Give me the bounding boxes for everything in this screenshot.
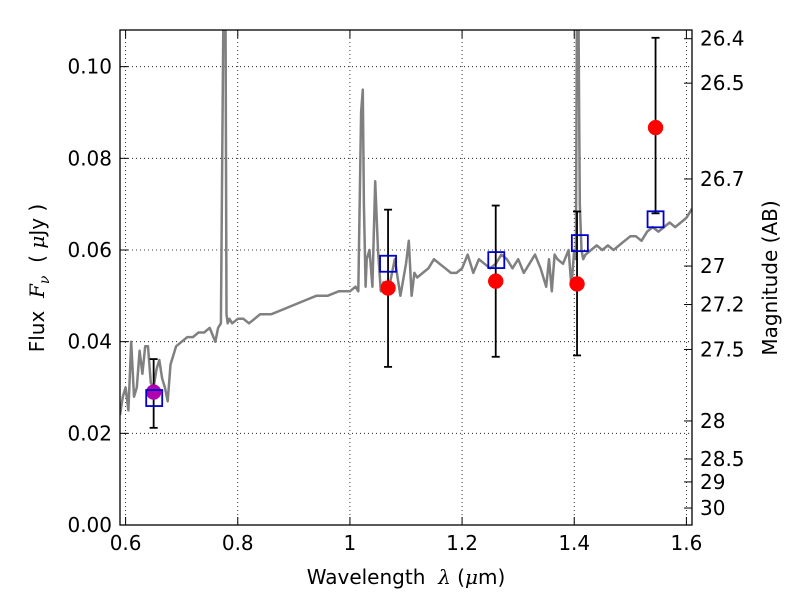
y2-axis-title: Magnitude (AB) (758, 200, 782, 355)
x-tick-label: 1 (344, 531, 357, 555)
x-tick-label: 1.4 (558, 531, 590, 555)
y-axis-title: Flux Fν ( μJy ) (25, 204, 53, 353)
y2-tick-label: 28 (700, 409, 725, 433)
y-tick-label: 0.06 (67, 238, 112, 262)
y2-tick-label: 26.4 (700, 27, 745, 51)
axis-ticks: 0.6 0.8 1 1.2 1.4 1.6 0.00 0.02 0.04 0.06 0.08 0.10… (67, 27, 744, 555)
y-tick-label: 0.08 (67, 146, 112, 170)
y2-tick-label: 29 (700, 470, 725, 494)
x-tick-label: 0.6 (110, 531, 142, 555)
model-point (145, 389, 164, 407)
y-tick-label: 0.10 (67, 55, 112, 79)
y-tick-label: 0.02 (67, 421, 112, 445)
y-tick-label: 0.00 (67, 513, 112, 537)
observed-point (647, 119, 664, 136)
x-tick-label: 1.2 (446, 531, 478, 555)
y2-tick-label: 27 (700, 254, 725, 278)
observed-point (145, 384, 162, 400)
y2-tick-label: 27.5 (700, 337, 745, 361)
y-tick-label: 0.04 (67, 330, 112, 354)
y2-tick-label: 28.5 (700, 447, 745, 471)
model-point (379, 254, 397, 273)
y2-tick-label: 30 (700, 496, 725, 520)
observed-point (380, 280, 396, 296)
model-point (646, 210, 665, 229)
observed-point (487, 273, 504, 289)
y2-tick-label: 26.5 (700, 71, 745, 95)
model-point (570, 234, 589, 253)
observed-point (569, 276, 585, 292)
x-tick-label: 1.6 (670, 531, 702, 555)
y2-tick-label: 27.2 (700, 293, 745, 317)
model-point (487, 251, 506, 269)
plot-frame (119, 29, 693, 526)
x-axis-title: Wavelength λ (μm) (307, 565, 506, 589)
y2-tick-label: 26.7 (700, 167, 745, 191)
x-tick-label: 0.8 (222, 531, 254, 555)
markers (145, 119, 665, 407)
